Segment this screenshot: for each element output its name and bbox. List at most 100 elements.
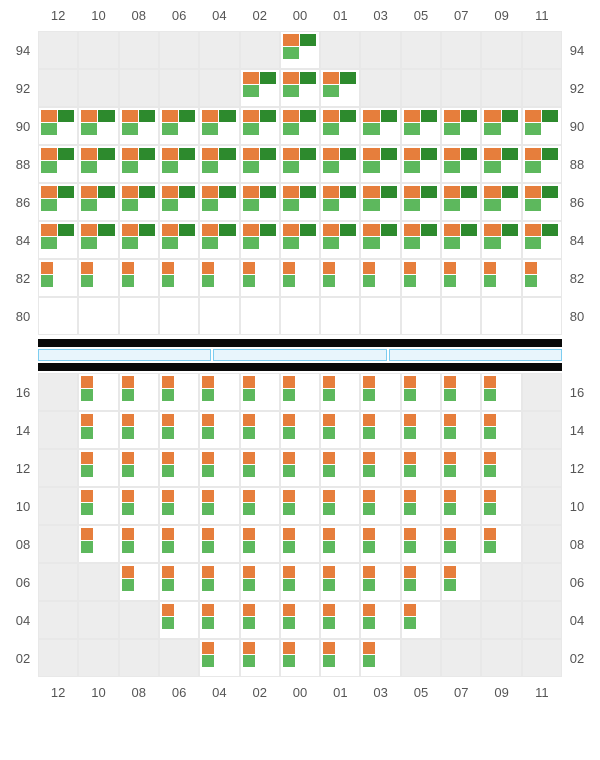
seat-cell[interactable] bbox=[280, 259, 320, 297]
seat-cell[interactable] bbox=[320, 107, 360, 145]
seat-cell[interactable] bbox=[38, 221, 78, 259]
seat-cell[interactable] bbox=[119, 107, 159, 145]
seat-cell[interactable] bbox=[280, 601, 320, 639]
seat-cell[interactable] bbox=[360, 145, 400, 183]
seat-cell[interactable] bbox=[320, 563, 360, 601]
seat-cell[interactable] bbox=[360, 183, 400, 221]
seat-cell[interactable] bbox=[481, 411, 521, 449]
seat-cell[interactable] bbox=[401, 449, 441, 487]
seat-cell[interactable] bbox=[401, 411, 441, 449]
seat-cell[interactable] bbox=[280, 449, 320, 487]
seat-cell[interactable] bbox=[320, 373, 360, 411]
seat-cell[interactable] bbox=[119, 259, 159, 297]
seat-cell[interactable] bbox=[481, 145, 521, 183]
seat-cell[interactable] bbox=[360, 563, 400, 601]
seat-cell[interactable] bbox=[481, 183, 521, 221]
seat-cell[interactable] bbox=[441, 259, 481, 297]
seat-cell[interactable] bbox=[522, 221, 562, 259]
seat-cell[interactable] bbox=[78, 373, 118, 411]
seat-cell[interactable] bbox=[38, 145, 78, 183]
seat-cell[interactable] bbox=[360, 259, 400, 297]
seat-cell[interactable] bbox=[119, 373, 159, 411]
seat-cell[interactable] bbox=[320, 639, 360, 677]
seat-cell[interactable] bbox=[401, 221, 441, 259]
seat-cell[interactable] bbox=[78, 107, 118, 145]
seat-cell[interactable] bbox=[360, 639, 400, 677]
seat-cell[interactable] bbox=[280, 373, 320, 411]
seat-cell[interactable] bbox=[38, 183, 78, 221]
seat-cell[interactable] bbox=[360, 107, 400, 145]
seat-cell[interactable] bbox=[199, 601, 239, 639]
seat-cell[interactable] bbox=[119, 563, 159, 601]
seat-cell[interactable] bbox=[401, 107, 441, 145]
seat-cell[interactable] bbox=[401, 487, 441, 525]
seat-cell[interactable] bbox=[401, 145, 441, 183]
seat-cell[interactable] bbox=[199, 259, 239, 297]
seat-cell[interactable] bbox=[360, 487, 400, 525]
seat-cell[interactable] bbox=[78, 183, 118, 221]
seat-cell[interactable] bbox=[240, 601, 280, 639]
seat-cell[interactable] bbox=[320, 449, 360, 487]
seat-cell[interactable] bbox=[441, 183, 481, 221]
seat-cell[interactable] bbox=[280, 107, 320, 145]
seat-cell[interactable] bbox=[280, 183, 320, 221]
seat-cell[interactable] bbox=[119, 183, 159, 221]
seat-cell[interactable] bbox=[441, 411, 481, 449]
seat-cell[interactable] bbox=[199, 487, 239, 525]
seat-cell[interactable] bbox=[522, 259, 562, 297]
seat-cell[interactable] bbox=[401, 373, 441, 411]
seat-cell[interactable] bbox=[401, 525, 441, 563]
seat-cell[interactable] bbox=[280, 563, 320, 601]
seat-cell[interactable] bbox=[522, 183, 562, 221]
seat-cell[interactable] bbox=[199, 183, 239, 221]
seat-cell[interactable] bbox=[441, 449, 481, 487]
seat-cell[interactable] bbox=[320, 145, 360, 183]
seat-cell[interactable] bbox=[320, 411, 360, 449]
seat-cell[interactable] bbox=[320, 69, 360, 107]
seat-cell[interactable] bbox=[78, 259, 118, 297]
seat-cell[interactable] bbox=[199, 449, 239, 487]
seat-cell[interactable] bbox=[320, 601, 360, 639]
seat-cell[interactable] bbox=[119, 525, 159, 563]
seat-cell[interactable] bbox=[119, 145, 159, 183]
seat-cell[interactable] bbox=[481, 487, 521, 525]
seat-cell[interactable] bbox=[240, 69, 280, 107]
seat-cell[interactable] bbox=[240, 373, 280, 411]
seat-cell[interactable] bbox=[199, 525, 239, 563]
seat-cell[interactable] bbox=[320, 221, 360, 259]
seat-cell[interactable] bbox=[199, 221, 239, 259]
seat-cell[interactable] bbox=[360, 525, 400, 563]
seat-cell[interactable] bbox=[481, 449, 521, 487]
seat-cell[interactable] bbox=[481, 525, 521, 563]
seat-cell[interactable] bbox=[522, 107, 562, 145]
seat-cell[interactable] bbox=[441, 563, 481, 601]
seat-cell[interactable] bbox=[280, 221, 320, 259]
seat-cell[interactable] bbox=[78, 525, 118, 563]
seat-cell[interactable] bbox=[199, 411, 239, 449]
seat-cell[interactable] bbox=[78, 145, 118, 183]
seat-cell[interactable] bbox=[240, 411, 280, 449]
seat-cell[interactable] bbox=[280, 639, 320, 677]
seat-cell[interactable] bbox=[240, 221, 280, 259]
seat-cell[interactable] bbox=[159, 487, 199, 525]
seat-cell[interactable] bbox=[240, 183, 280, 221]
seat-cell[interactable] bbox=[159, 449, 199, 487]
seat-cell[interactable] bbox=[441, 145, 481, 183]
seat-cell[interactable] bbox=[401, 259, 441, 297]
seat-cell[interactable] bbox=[280, 487, 320, 525]
seat-cell[interactable] bbox=[159, 259, 199, 297]
seat-cell[interactable] bbox=[360, 221, 400, 259]
seat-cell[interactable] bbox=[159, 145, 199, 183]
seat-cell[interactable] bbox=[159, 183, 199, 221]
seat-cell[interactable] bbox=[119, 411, 159, 449]
seat-cell[interactable] bbox=[199, 563, 239, 601]
seat-cell[interactable] bbox=[522, 145, 562, 183]
seat-cell[interactable] bbox=[240, 525, 280, 563]
seat-cell[interactable] bbox=[38, 259, 78, 297]
seat-cell[interactable] bbox=[280, 31, 320, 69]
seat-cell[interactable] bbox=[280, 69, 320, 107]
seat-cell[interactable] bbox=[240, 259, 280, 297]
seat-cell[interactable] bbox=[360, 411, 400, 449]
seat-cell[interactable] bbox=[360, 373, 400, 411]
seat-cell[interactable] bbox=[159, 221, 199, 259]
